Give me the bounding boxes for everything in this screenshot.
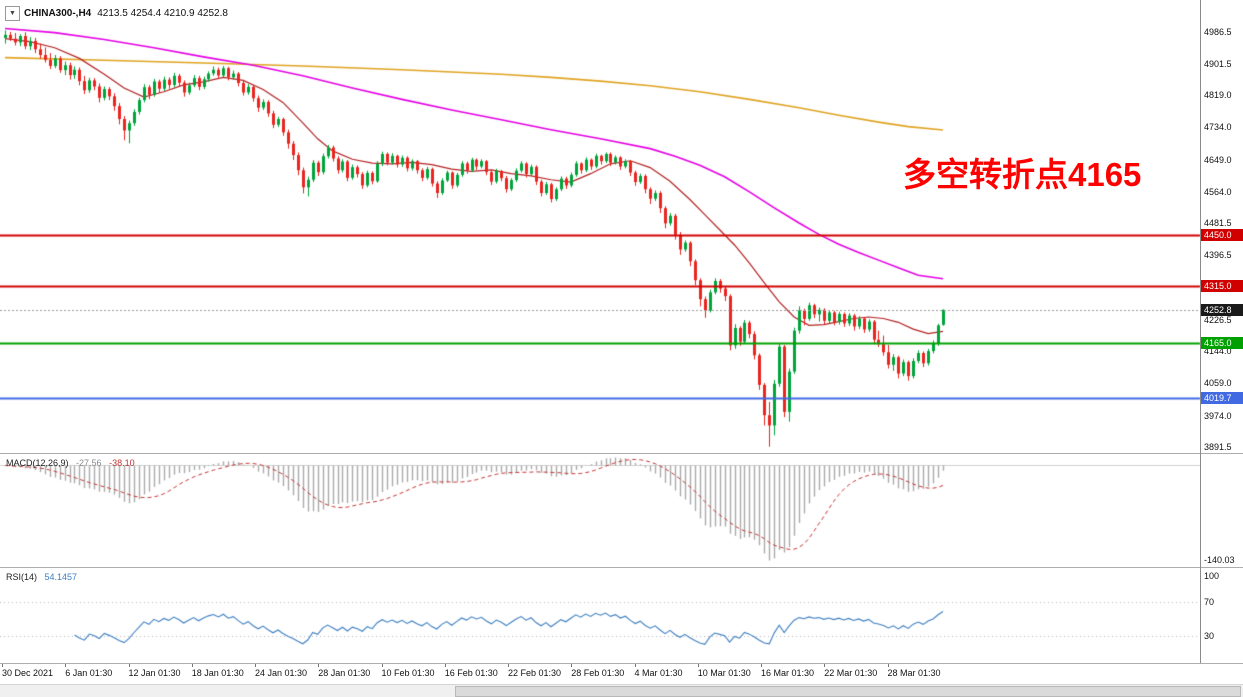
rsi-axis-label: 100 (1204, 570, 1220, 581)
time-axis-label: 22 Feb 01:30 (508, 668, 562, 678)
price-axis[interactable]: 4986.5 4901.5 4819.0 4734.0 4649.0 4564.0 4481… (1201, 0, 1243, 663)
time-axis-label: 28 Feb 01:30 (571, 668, 625, 678)
annotation-text[interactable]: 多空转折点4165 (903, 156, 1142, 193)
time-axis-tick (191, 664, 193, 667)
time-axis-label: 28 Jan 01:30 (318, 668, 371, 678)
time-axis-tick (444, 664, 446, 667)
panel-separator-macd-rsi[interactable] (0, 567, 1243, 568)
chart-canvas[interactable] (0, 0, 1201, 664)
time-axis-tick (761, 664, 762, 667)
time-axis-label: 18 Jan 01:30 (191, 668, 244, 678)
symbol-header: ▼ CHINA300-,H4 4213.5 4254.4 4210.9 4252… (5, 6, 228, 21)
price-axis-label: 4986.5 (1204, 26, 1232, 37)
price-axis-label: 4144.0 (1204, 346, 1232, 357)
rsi-label: RSI(14) (6, 572, 38, 582)
time-axis[interactable]: 30 Dec 2021 6 Jan 01:30 12 Jan 01:30 18 Jan… (0, 664, 1243, 683)
price-axis-label: 4819.0 (1204, 90, 1232, 101)
time-axis-tick (65, 664, 67, 667)
panel-separator-rsi-timeaxis (0, 663, 1243, 664)
price-axis-label: 3974.0 (1204, 410, 1232, 421)
time-axis-label: 24 Jan 01:30 (255, 668, 308, 678)
time-axis-tick (318, 664, 320, 667)
time-axis-tick (571, 664, 573, 667)
price-axis-label: 4226.5 (1204, 314, 1232, 325)
rsi-value: 54.1457 (44, 572, 78, 582)
price-axis-label: 4396.5 (1204, 250, 1232, 261)
time-axis-label: 10 Mar 01:30 (697, 668, 751, 678)
h-scrollbar[interactable] (0, 684, 1243, 697)
time-axis-tick (634, 664, 636, 667)
time-axis-label: 22 Mar 01:30 (824, 668, 878, 678)
price-axis-label: 4564.0 (1204, 186, 1232, 197)
price-axis-label: 3891.5 (1204, 441, 1232, 452)
price-axis-label: 4649.0 (1204, 154, 1232, 165)
macd-label: MACD(12,26,9) (6, 458, 69, 468)
time-axis-label: 6 Jan 01:30 (65, 668, 113, 678)
macd-axis-label: -140.03 (1204, 554, 1235, 565)
time-axis-tick (128, 664, 130, 667)
macd-header: MACD(12,26,9) -27.56 -38.10 (6, 458, 135, 468)
symbol-dropdown-icon[interactable]: ▼ (5, 6, 20, 21)
time-axis-tick (508, 664, 509, 667)
price-axis-label: 4734.0 (1204, 122, 1232, 133)
price-axis-label: 4059.0 (1204, 378, 1232, 389)
time-axis-tick (255, 664, 256, 667)
h-scrollbar-thumb[interactable] (455, 686, 1241, 697)
time-axis-label: 16 Mar 01:30 (761, 668, 815, 678)
time-axis-tick (381, 664, 383, 667)
price-tag-4315.0: 4315.0 (1201, 280, 1243, 293)
time-axis-tick (824, 664, 826, 667)
rsi-axis-label: 70 (1204, 596, 1215, 607)
time-axis-label: 28 Mar 01:30 (887, 668, 941, 678)
time-axis-label: 4 Mar 01:30 (634, 668, 683, 678)
price-tag-4450.0: 4450.0 (1201, 229, 1243, 242)
price-tag-4165.0: 4165.0 (1201, 337, 1243, 350)
symbol-ohlc-values: 4213.5 4254.4 4210.9 4252.8 (97, 8, 228, 19)
price-axis-label: 4901.5 (1204, 58, 1232, 69)
macd-value-signal: -38.10 (109, 458, 135, 468)
price-axis-separator (1200, 0, 1201, 663)
symbol-name: CHINA300-,H4 (24, 8, 92, 19)
price-tag-4252.8: 4252.8 (1201, 303, 1243, 316)
rsi-header: RSI(14) 54.1457 (6, 572, 77, 582)
time-axis-tick (2, 664, 3, 667)
time-axis-label: 16 Feb 01:30 (444, 668, 498, 678)
time-axis-label: 12 Jan 01:30 (128, 668, 181, 678)
time-axis-tick (697, 664, 699, 667)
macd-value-main: -27.56 (76, 458, 102, 468)
panel-separator-main-macd[interactable] (0, 453, 1243, 454)
price-tag-4019.7: 4019.7 (1201, 392, 1243, 405)
price-axis-label: 4481.5 (1204, 218, 1232, 229)
time-axis-label: 10 Feb 01:30 (381, 668, 435, 678)
time-axis-tick (887, 664, 889, 667)
time-axis-label: 30 Dec 2021 (2, 668, 54, 678)
rsi-axis-label: 30 (1204, 631, 1215, 642)
